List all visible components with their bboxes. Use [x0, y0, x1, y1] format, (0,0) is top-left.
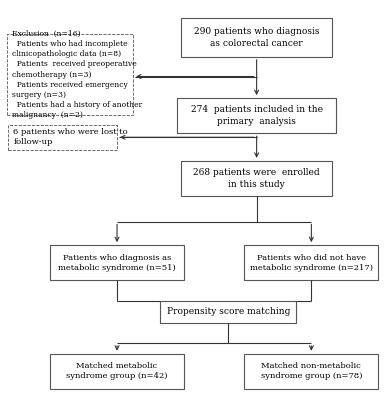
FancyBboxPatch shape	[50, 354, 184, 389]
FancyBboxPatch shape	[181, 161, 332, 196]
Text: 290 patients who diagnosis
as colorectal cancer: 290 patients who diagnosis as colorectal…	[194, 27, 320, 48]
Text: Patients who diagnosis as
metabolic syndrome (n=51): Patients who diagnosis as metabolic synd…	[58, 254, 176, 272]
Text: 268 patients were  enrolled
in this study: 268 patients were enrolled in this study	[193, 168, 320, 189]
FancyBboxPatch shape	[161, 301, 296, 322]
Text: 274  patients included in the
primary  analysis: 274 patients included in the primary ana…	[191, 106, 323, 126]
FancyBboxPatch shape	[244, 245, 378, 280]
Text: Matched non-metabolic
syndrome group (n=78): Matched non-metabolic syndrome group (n=…	[261, 362, 362, 380]
Text: Propensity score matching: Propensity score matching	[167, 307, 290, 316]
FancyBboxPatch shape	[8, 124, 117, 150]
FancyBboxPatch shape	[50, 245, 184, 280]
Text: 6 patients who were lost to
follow-up: 6 patients who were lost to follow-up	[13, 128, 128, 146]
FancyBboxPatch shape	[244, 354, 378, 389]
Text: Patients who did not have
metabolic syndrome (n=217): Patients who did not have metabolic synd…	[250, 254, 373, 272]
Text: Matched metabolic
syndrome group (n=42): Matched metabolic syndrome group (n=42)	[66, 362, 168, 380]
FancyBboxPatch shape	[7, 34, 133, 115]
FancyBboxPatch shape	[177, 98, 336, 133]
Text: Exclusion  (n=16)
  Patients who had incomplete
clinicopathologic data (n=8)
  P: Exclusion (n=16) Patients who had incomp…	[12, 30, 142, 119]
FancyBboxPatch shape	[181, 18, 332, 57]
